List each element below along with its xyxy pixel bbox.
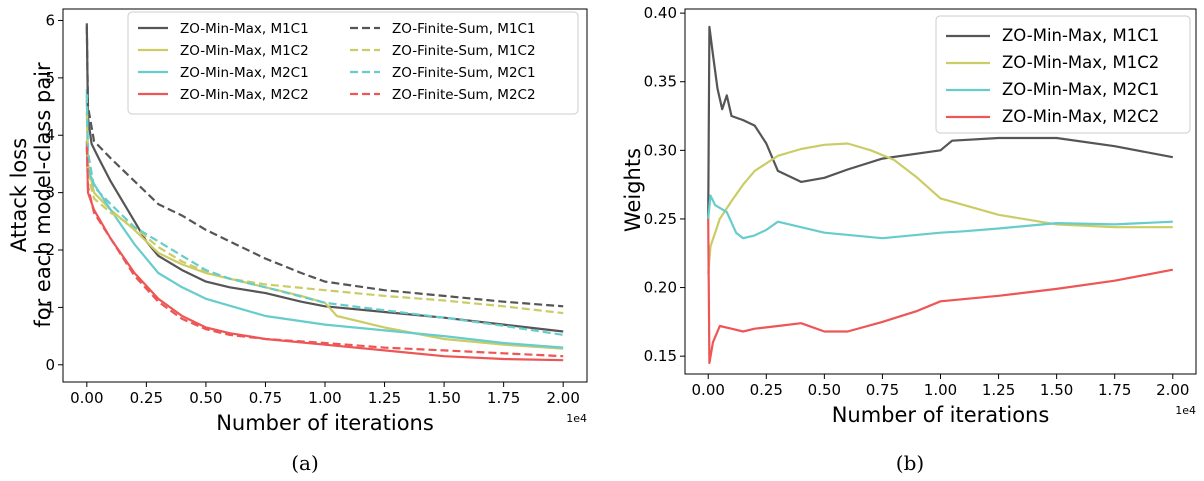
x-offset-label: 1e4 (1175, 404, 1196, 417)
legend-label-7: ZO-Finite-Sum, M2C2 (392, 87, 536, 103)
x-tick-label: 2.00 (1156, 381, 1189, 399)
series-line-0 (85, 23, 564, 333)
x-tick-label: 0.25 (130, 389, 163, 407)
x-tick-label: 0.75 (866, 381, 899, 399)
series-group (707, 25, 1174, 365)
chart-b-weights: 0.00 0.25 0.50 0.75 1.00 1.25 1.50 1.75 2.00 0.15… (621, 4, 1197, 475)
y-tick-label: 0.30 (644, 141, 677, 159)
legend-label-4: ZO-Finite-Sum, M1C1 (392, 21, 536, 37)
legend-box (935, 15, 1191, 134)
legend-label-3: ZO-Min-Max, M2C2 (1002, 107, 1159, 126)
legend-label-5: ZO-Finite-Sum, M1C2 (392, 43, 536, 59)
x-axis-label: Number of iterations (216, 411, 434, 435)
y-tick-label: 3 (45, 184, 55, 202)
legend-label-6: ZO-Finite-Sum, M2C1 (392, 65, 536, 81)
series-group (85, 23, 564, 362)
x-tick-label: 1.50 (427, 389, 460, 407)
x-axis-label: Number of iterations (832, 403, 1050, 427)
y-axis-label: Weights (621, 148, 645, 232)
chart-a-attack-loss: 0.00 0.25 0.50 0.75 1.00 1.25 1.50 1.75 2.00 0 1 2 3… (7, 8, 588, 475)
y-tick-label: 4 (45, 126, 55, 144)
legend-label-3: ZO-Min-Max, M2C2 (180, 87, 309, 103)
y-tick-label: 0.35 (644, 73, 677, 91)
x-tick-label: 1.50 (1040, 381, 1073, 399)
legend-label-2: ZO-Min-Max, M2C1 (180, 65, 309, 81)
series-line-5 (85, 112, 564, 315)
x-tick-label: 0.50 (189, 389, 222, 407)
x-tick-label: 0.50 (808, 381, 841, 399)
x-tick-label: 0.25 (750, 381, 783, 399)
figure-caption: (b) (896, 451, 924, 475)
series-line-3 (85, 140, 564, 362)
y-tick-label: 0.20 (644, 279, 677, 297)
y-tick-label: 6 (45, 11, 55, 29)
legend-label-1: ZO-Min-Max, M1C2 (180, 43, 309, 59)
x-tick-label: 1.25 (982, 381, 1015, 399)
series-line-2 (707, 194, 1173, 240)
x-offset-label: 1e4 (566, 412, 587, 425)
y-tick-label: 0.40 (644, 4, 677, 22)
x-tick-label: 2.00 (546, 389, 579, 407)
legend-label-1: ZO-Min-Max, M1C2 (1002, 53, 1159, 72)
y-axis-label: Attack loss (7, 138, 31, 252)
y-tick-label: 0.25 (644, 210, 677, 228)
y-axis-label: for each model-class pair (31, 62, 55, 328)
x-tick-label: 0.75 (249, 389, 282, 407)
series-line-1 (85, 100, 564, 350)
y-tick-label: 2 (45, 241, 55, 259)
x-tick-label: 0.00 (692, 381, 725, 399)
series-line-4 (85, 26, 564, 308)
series-line-3 (707, 218, 1174, 365)
figure-caption: (a) (291, 451, 319, 475)
y-tick-label: 5 (45, 69, 55, 87)
legend-label-0: ZO-Min-Max, M1C1 (1002, 26, 1159, 45)
y-tick-label: 0 (45, 356, 55, 374)
x-tick-label: 1.00 (924, 381, 957, 399)
series-line-0 (707, 25, 1174, 219)
y-tick-label: 1 (45, 298, 55, 316)
legend-label-2: ZO-Min-Max, M2C1 (1002, 80, 1159, 99)
x-tick-label: 1.25 (368, 389, 401, 407)
series-line-1 (707, 142, 1173, 274)
legend-label-0: ZO-Min-Max, M1C1 (180, 21, 309, 37)
x-tick-label: 0.00 (70, 389, 103, 407)
x-tick-label: 1.00 (308, 389, 341, 407)
series-line-2 (85, 89, 564, 349)
x-tick-label: 1.75 (487, 389, 520, 407)
x-tick-label: 1.75 (1098, 381, 1131, 399)
y-tick-label: 0.15 (644, 347, 677, 365)
series-line-6 (85, 95, 564, 336)
series-line-7 (85, 146, 564, 358)
legend-box (127, 11, 579, 115)
